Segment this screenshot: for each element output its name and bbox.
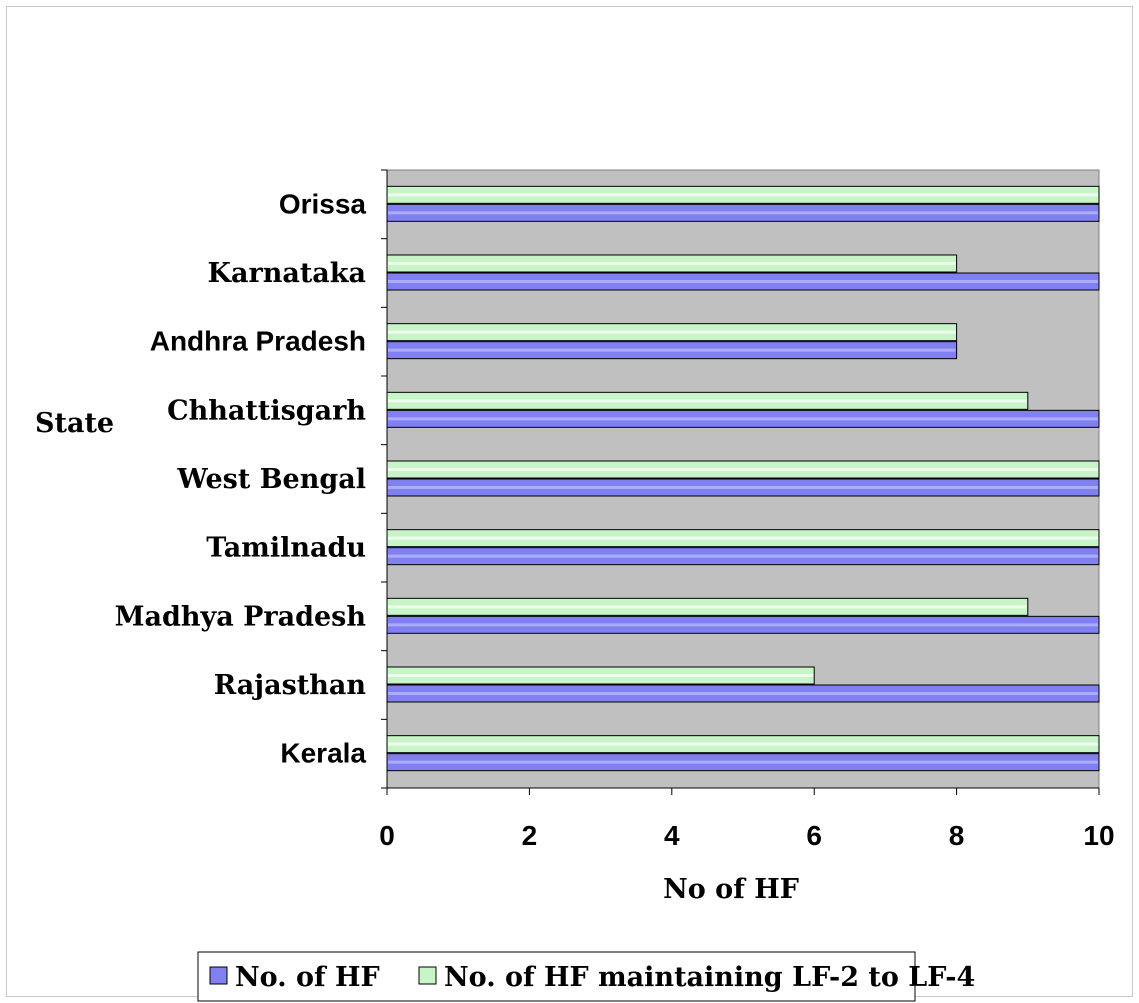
- legend-label: No. of HF: [235, 962, 380, 993]
- category-label: Tamilnadu: [206, 533, 366, 564]
- category-label: Andhra Pradesh: [150, 326, 366, 357]
- category-label: Kerala: [280, 738, 366, 769]
- x-ticks-layer: 0 2 4 6 8 10: [379, 788, 1115, 851]
- legend-label: No. of HF maintaining LF-2 to LF-4: [444, 962, 975, 993]
- category-label: Orissa: [279, 188, 367, 219]
- x-axis-title: No of HF: [663, 874, 799, 905]
- bars-layer: [386, 185, 1100, 772]
- category-label: West Bengal: [176, 464, 366, 495]
- x-tick-label: 6: [806, 820, 822, 851]
- x-tick-label: 10: [1083, 820, 1114, 851]
- category-label: Chhattisgarh: [167, 395, 366, 426]
- legend-swatch: [418, 966, 437, 985]
- x-tick-label: 8: [949, 820, 965, 851]
- x-tick-label: 4: [664, 820, 680, 851]
- category-label: Karnataka: [208, 258, 366, 289]
- legend-box: [197, 951, 916, 1002]
- y-ticks-layer: [381, 169, 387, 789]
- legend: No. of HF No. of HF maintaining LF-2 to L…: [209, 962, 975, 993]
- category-label: Madhya Pradesh: [115, 601, 367, 632]
- category-label: Rajasthan: [214, 670, 367, 701]
- y-axis-title: State: [35, 408, 114, 439]
- x-tick-label: 2: [522, 820, 538, 851]
- x-tick-label: 0: [379, 820, 395, 851]
- category-labels-layer: Kerala Rajasthan Madhya Pradesh Tamilnadu We…: [115, 188, 367, 768]
- legend-swatch: [209, 966, 228, 985]
